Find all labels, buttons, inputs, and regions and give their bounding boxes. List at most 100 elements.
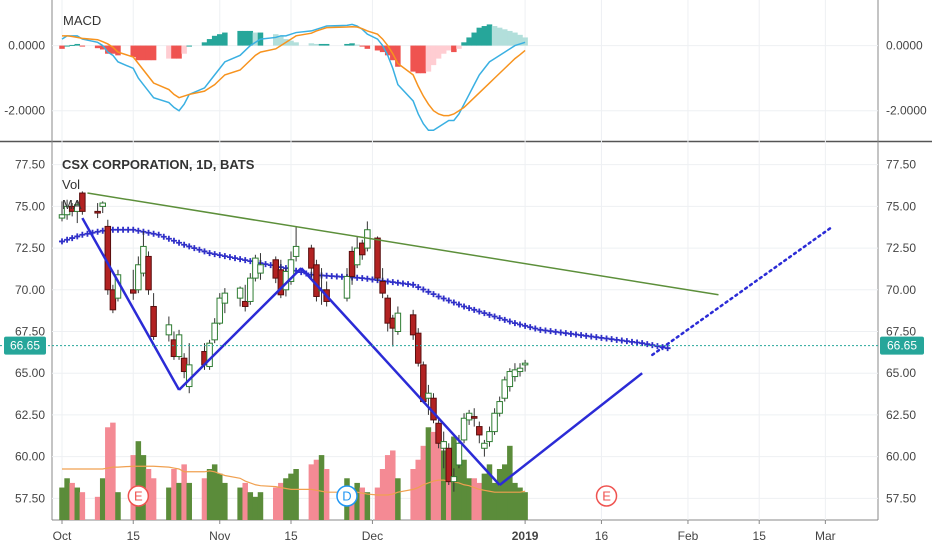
ma-point bbox=[415, 284, 422, 291]
macd-pane[interactable] bbox=[59, 23, 528, 131]
candle[interactable] bbox=[435, 418, 442, 449]
candle-body bbox=[384, 297, 391, 324]
candle-body bbox=[292, 245, 300, 257]
candle[interactable] bbox=[94, 203, 101, 219]
ma-point bbox=[598, 334, 605, 341]
trendline-pattern[interactable] bbox=[81, 217, 181, 391]
candle-body bbox=[353, 247, 361, 266]
trendline-pattern[interactable] bbox=[300, 267, 501, 486]
volume-bar bbox=[94, 496, 101, 520]
x-tick-label: 2019 bbox=[512, 529, 539, 543]
macd-histogram-bar bbox=[435, 45, 442, 59]
candle[interactable] bbox=[501, 376, 509, 402]
candle[interactable] bbox=[506, 368, 514, 392]
macd-histogram-bar bbox=[502, 29, 508, 46]
candle[interactable] bbox=[257, 253, 264, 280]
macd-histogram-bar bbox=[166, 45, 172, 59]
candle[interactable] bbox=[374, 236, 381, 282]
candle[interactable] bbox=[216, 293, 224, 325]
candle[interactable] bbox=[109, 284, 117, 314]
candle[interactable] bbox=[414, 328, 422, 367]
trendline-resistance[interactable] bbox=[87, 192, 719, 296]
candles[interactable] bbox=[58, 191, 529, 492]
candle-body bbox=[145, 255, 152, 291]
candle[interactable] bbox=[409, 309, 417, 340]
event-marker[interactable]: D bbox=[336, 485, 358, 507]
candle[interactable] bbox=[221, 288, 229, 314]
candle[interactable] bbox=[247, 273, 254, 305]
candle[interactable] bbox=[384, 294, 391, 332]
candle[interactable] bbox=[481, 439, 488, 457]
candle[interactable] bbox=[491, 408, 498, 435]
candle[interactable] bbox=[476, 421, 483, 444]
candle[interactable] bbox=[394, 306, 402, 335]
candle-body bbox=[165, 324, 173, 336]
candle-body bbox=[435, 422, 442, 444]
event-marker[interactable]: E bbox=[127, 485, 150, 507]
ma-point bbox=[628, 338, 635, 345]
candle[interactable] bbox=[135, 256, 142, 294]
volume-bar bbox=[217, 473, 223, 520]
candle[interactable] bbox=[79, 191, 86, 215]
macd-histogram-bar bbox=[420, 45, 427, 74]
volume-bar bbox=[461, 459, 467, 520]
price-left-tick-label: 67.50 bbox=[15, 325, 45, 339]
candle[interactable] bbox=[145, 251, 152, 295]
candle[interactable] bbox=[99, 201, 106, 214]
candle[interactable] bbox=[425, 384, 432, 415]
candle[interactable] bbox=[379, 268, 386, 299]
ma-point bbox=[196, 246, 203, 253]
candle[interactable] bbox=[496, 396, 503, 417]
candle[interactable] bbox=[343, 268, 351, 302]
ma-point bbox=[471, 306, 478, 313]
volume-bar bbox=[517, 487, 523, 520]
candle[interactable] bbox=[521, 359, 529, 372]
price-left-tick-label: 65.00 bbox=[15, 366, 45, 380]
trendline-projection[interactable] bbox=[651, 226, 832, 357]
trendline-pattern[interactable] bbox=[178, 267, 303, 391]
candle[interactable] bbox=[272, 256, 279, 284]
trendline-pattern[interactable] bbox=[498, 372, 643, 486]
candle[interactable] bbox=[359, 239, 366, 260]
volume-bar bbox=[384, 455, 391, 520]
x-tick-label: Feb bbox=[678, 529, 699, 543]
candle[interactable] bbox=[292, 226, 300, 262]
trendlines[interactable] bbox=[81, 192, 832, 486]
candle[interactable] bbox=[450, 468, 458, 492]
candle[interactable] bbox=[236, 286, 244, 307]
candle[interactable] bbox=[353, 236, 361, 269]
candle[interactable] bbox=[470, 408, 478, 427]
candle[interactable] bbox=[104, 219, 112, 295]
candle[interactable] bbox=[165, 316, 173, 342]
candle-body bbox=[516, 367, 524, 373]
event-marker[interactable]: E bbox=[595, 485, 618, 507]
candle[interactable] bbox=[58, 201, 66, 222]
ma-point bbox=[150, 230, 157, 237]
candle-body bbox=[521, 362, 529, 366]
candle[interactable] bbox=[206, 339, 213, 370]
candle[interactable] bbox=[511, 363, 519, 382]
candle[interactable] bbox=[460, 413, 468, 444]
ma-point bbox=[354, 274, 361, 281]
candle[interactable] bbox=[440, 431, 447, 469]
ma-point bbox=[237, 256, 244, 263]
ma-point bbox=[160, 233, 167, 240]
candle[interactable] bbox=[445, 443, 453, 485]
candle[interactable] bbox=[308, 244, 315, 280]
candle[interactable] bbox=[150, 293, 157, 340]
candle[interactable] bbox=[211, 318, 218, 344]
macd-histogram-bar bbox=[344, 43, 350, 46]
candle-body bbox=[501, 379, 509, 399]
ma-point bbox=[359, 275, 366, 282]
candle[interactable] bbox=[486, 426, 493, 447]
macd-histogram-bar bbox=[522, 37, 528, 46]
volume-bar bbox=[507, 445, 513, 520]
price-axes[interactable]: Oct 15 Nov 15 Dec 2019 16 Feb 15 Mar 0.0000 0.0000 -… bbox=[0, 39, 927, 543]
ma-point bbox=[191, 245, 198, 252]
volume-bar bbox=[349, 492, 355, 520]
candle[interactable] bbox=[241, 284, 249, 312]
candle[interactable] bbox=[516, 363, 524, 377]
candle[interactable] bbox=[129, 269, 137, 300]
candle[interactable] bbox=[313, 259, 320, 302]
